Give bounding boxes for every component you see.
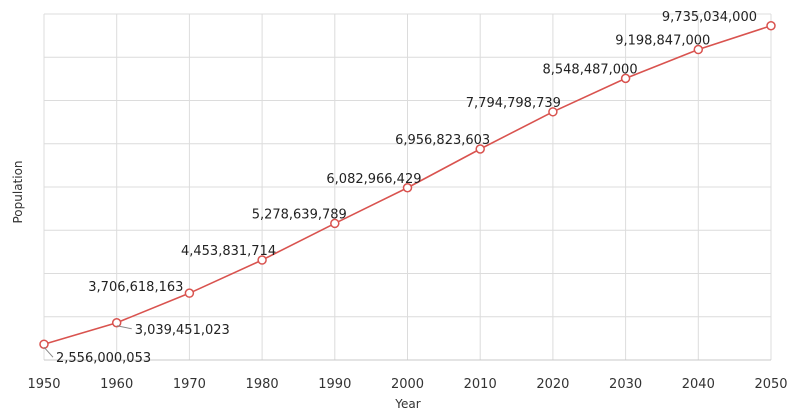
data-label-leader [43,346,54,358]
data-label: 8,548,487,000 [542,62,637,77]
data-point-marker [620,73,631,84]
x-tick-label: 2010 [464,377,497,392]
x-tick-label: 1990 [318,377,351,392]
grid [43,13,772,361]
x-tick-label: 2000 [391,377,424,392]
data-point-marker [548,107,558,117]
data-label: 9,198,847,000 [615,34,710,49]
data-label-leader [116,325,132,330]
data-point-marker [402,183,413,193]
x-tick-label: 2020 [536,377,569,392]
axes: 1950 1960 1970 1980 1990 2000 2010 2020 2030 2040… [27,377,787,392]
x-tick-label: 2030 [609,377,642,392]
x-tick-label: 2040 [682,377,715,392]
data-label: 6,082,966,429 [326,172,421,187]
data-label: 5,278,639,789 [252,207,347,222]
data-label: 6,956,823,603 [395,133,490,148]
data-point-marker [766,21,776,31]
x-tick-label: 1950 [27,377,60,392]
data-point-marker [693,44,704,55]
data-point-marker [39,339,49,349]
x-tick-label: 2050 [754,377,787,392]
data-label: 3,039,451,023 [135,323,230,338]
data-point-marker [111,318,122,328]
x-axis-title: Year [394,397,420,410]
x-tick-label: 1970 [173,377,206,392]
y-axis-title: Population [11,160,25,223]
data-point-marker [475,144,485,154]
x-tick-label: 1960 [100,377,133,392]
data-point-marker [330,218,340,229]
data-point-marker [184,288,195,298]
data-label: 3,706,618,163 [88,280,183,295]
data-label: 4,453,831,714 [181,244,276,259]
data-labels: 2,556,000,053 3,039,451,023 3,706,618,163 4… [43,10,757,366]
data-point-marker [257,255,267,265]
data-label: 9,735,034,000 [662,10,757,25]
x-tick-label: 1980 [246,377,279,392]
data-label: 2,556,000,053 [56,351,151,366]
series-population [39,21,776,349]
data-label: 7,794,798,739 [466,96,561,111]
